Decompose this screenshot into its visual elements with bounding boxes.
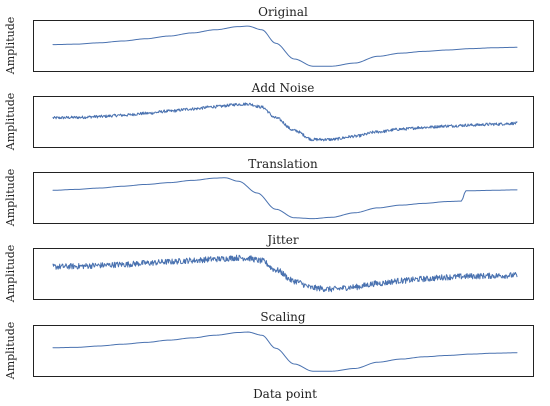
series-line <box>52 25 518 67</box>
series-line <box>52 331 518 372</box>
y-axis-label: Amplitude <box>4 322 17 381</box>
panel-title: Add Noise <box>251 81 315 95</box>
plot-frame <box>33 20 534 72</box>
series-line <box>52 177 518 220</box>
y-axis-label: Amplitude <box>4 17 17 76</box>
panel-scaling: Scaling Amplitude <box>4 310 534 380</box>
panel-title: Jitter <box>265 233 298 247</box>
plot-frame <box>33 325 534 377</box>
panel-title: Translation <box>248 157 318 171</box>
series-line <box>52 102 518 142</box>
panel-add-noise: Add Noise Amplitude <box>4 81 534 151</box>
y-axis-label: Amplitude <box>4 245 17 304</box>
panel-title: Scaling <box>260 310 306 324</box>
y-axis-label: Amplitude <box>4 93 17 152</box>
plot-frame <box>33 248 534 300</box>
y-axis-label: Amplitude <box>4 169 17 228</box>
plot-frame <box>33 172 534 224</box>
x-axis-label: Data point <box>253 387 317 401</box>
panel-title: Original <box>258 5 308 19</box>
panel-jitter: Jitter Amplitude <box>4 233 534 303</box>
plot-frame <box>33 96 534 148</box>
series-line <box>52 254 518 293</box>
panel-translation: Translation Amplitude <box>4 157 534 227</box>
panel-original: Original Amplitude <box>4 5 534 75</box>
